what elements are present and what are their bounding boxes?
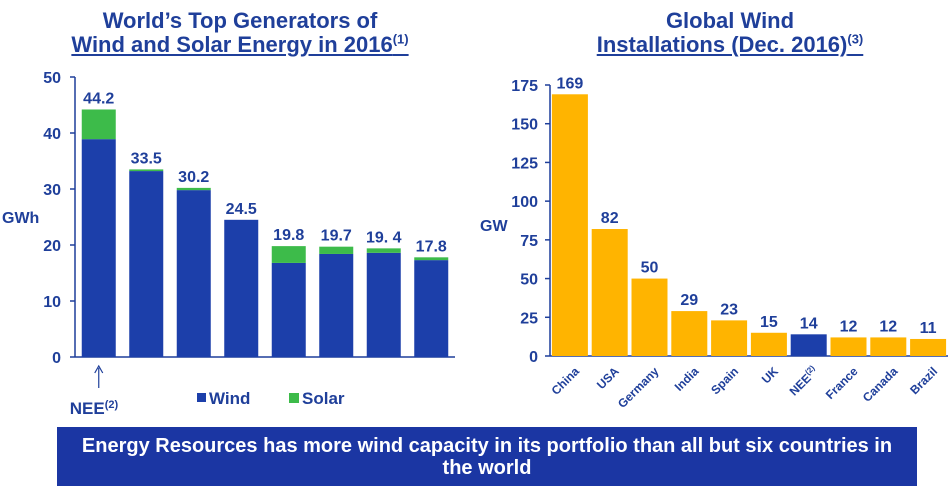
y-tick-label: 125 — [511, 155, 538, 172]
category-label-nee-footnote: (2) — [105, 399, 119, 411]
country-bar — [671, 311, 707, 356]
category-label: UK — [759, 364, 781, 386]
category-label: NEE(2) — [786, 363, 821, 398]
category-label-text: Canada — [860, 364, 901, 405]
bar-value-label: 29 — [680, 292, 698, 309]
y-tick-label: 0 — [52, 350, 61, 367]
y-tick-label: 150 — [511, 117, 538, 134]
wind-installations-bar-chart: 0 25 50 75 100 125 150 175 GW 169 China 82 USA 50 Germ… — [480, 0, 952, 430]
legend-swatch-wind — [197, 393, 206, 402]
bar-value-label: 12 — [840, 318, 858, 335]
wind-bar-segment — [319, 254, 353, 357]
category-label-text: India — [672, 364, 702, 394]
bar-value-label: 23 — [720, 301, 738, 318]
bar-total-label: 19. 4 — [366, 229, 402, 246]
bar-total-label: 24.5 — [226, 201, 257, 218]
country-bar — [870, 337, 906, 356]
country-bar — [791, 334, 827, 356]
wind-bar-segment — [367, 253, 401, 357]
summary-banner-text: Energy Resources has more wind capacity … — [77, 435, 897, 479]
legend-label-solar: Solar — [302, 389, 345, 408]
category-label: Spain — [708, 364, 741, 397]
y-tick-label: 100 — [511, 194, 538, 211]
solar-bar-segment — [129, 169, 163, 171]
y-axis-label: GW — [480, 218, 508, 235]
bar-total-label: 33.5 — [131, 150, 162, 167]
bar-total-label: 19.8 — [273, 227, 304, 244]
bar-total-label: 44.2 — [83, 90, 114, 107]
category-label: China — [549, 364, 583, 398]
y-tick-label: 25 — [520, 310, 538, 327]
category-label-text: Spain — [708, 364, 741, 397]
bar-value-label: 14 — [800, 315, 818, 332]
category-label-text: China — [549, 364, 583, 398]
wind-bar-segment — [177, 190, 211, 357]
generators-stacked-bar-chart: 0 10 20 30 40 50 GWh 44.2 33.5 30.2 24.5 19.8 19.7 19… — [0, 0, 480, 430]
country-bar — [552, 94, 588, 356]
solar-bar-segment — [319, 247, 353, 254]
category-label: Brazil — [907, 364, 940, 397]
category-label-nee-text: NEE — [70, 399, 105, 418]
country-bar — [711, 320, 747, 356]
category-label-text: Brazil — [907, 364, 940, 397]
wind-bar-segment — [82, 139, 116, 357]
wind-bar-segment — [414, 260, 448, 357]
country-bar — [910, 339, 946, 356]
bar-total-label: 19.7 — [321, 228, 352, 245]
bar-value-label: 169 — [557, 75, 584, 92]
bar-value-label: 11 — [920, 320, 937, 337]
y-tick-label: 50 — [520, 272, 538, 289]
category-label: USA — [594, 364, 622, 392]
y-tick-label: 75 — [520, 233, 538, 250]
wind-bar-segment — [272, 263, 306, 357]
category-label-text: France — [823, 364, 861, 402]
category-label: India — [672, 364, 702, 394]
y-tick-label: 40 — [43, 126, 61, 143]
category-label: France — [823, 364, 861, 402]
y-tick-label: 50 — [43, 70, 61, 87]
country-bar — [751, 333, 787, 356]
legend-swatch-solar — [289, 393, 299, 403]
bar-total-label: 17.8 — [416, 238, 447, 255]
y-axis-label: GWh — [2, 210, 39, 227]
country-bar — [592, 229, 628, 356]
summary-banner: Energy Resources has more wind capacity … — [57, 427, 917, 486]
bar-value-label: 50 — [641, 260, 659, 277]
wind-bar-segment — [129, 171, 163, 357]
bar-value-label: 15 — [760, 314, 778, 331]
category-label: Canada — [860, 364, 901, 405]
solar-bar-segment — [82, 109, 116, 139]
y-tick-label: 30 — [43, 182, 61, 199]
category-label-nee: NEE(2) — [70, 399, 119, 418]
country-bar — [831, 337, 867, 356]
solar-bar-segment — [367, 248, 401, 252]
category-label-text: USA — [594, 364, 622, 392]
y-tick-label: 10 — [43, 294, 61, 311]
y-tick-label: 20 — [43, 238, 61, 255]
solar-bar-segment — [414, 257, 448, 260]
category-label-text: UK — [759, 364, 781, 386]
category-label-text: Germany — [615, 364, 662, 411]
legend-label-wind: Wind — [209, 389, 250, 408]
y-tick-label: 175 — [511, 78, 538, 95]
bar-total-label: 30.2 — [178, 169, 209, 186]
bar-value-label: 12 — [879, 318, 897, 335]
y-tick-label: 0 — [529, 349, 538, 366]
bar-value-label: 82 — [601, 210, 619, 227]
solar-bar-segment — [272, 246, 306, 263]
wind-bar-segment — [224, 220, 258, 357]
solar-bar-segment — [177, 188, 211, 190]
country-bar — [632, 279, 668, 356]
category-label: Germany — [615, 364, 662, 411]
